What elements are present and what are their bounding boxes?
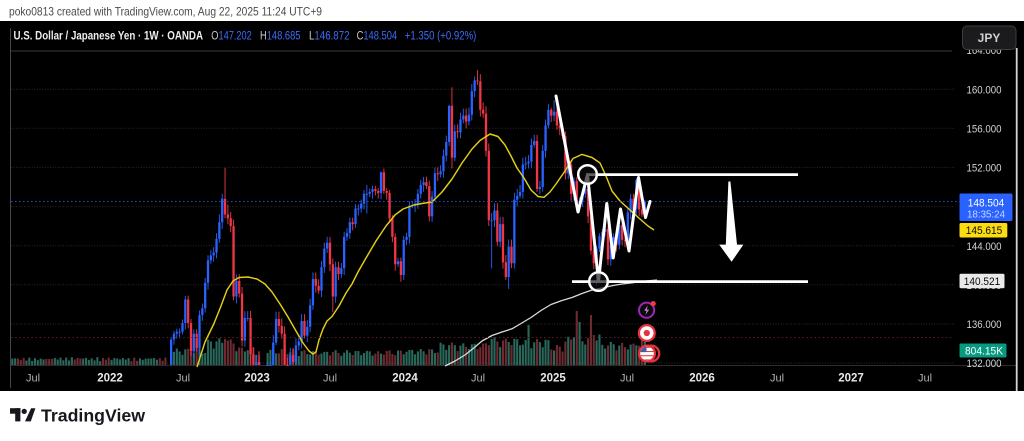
svg-text:156.000: 156.000	[967, 123, 1002, 135]
svg-text:O147.202: O147.202	[211, 31, 251, 43]
svg-text:2022: 2022	[97, 373, 123, 385]
svg-text:Jul: Jul	[918, 373, 932, 385]
svg-text:18:35:24: 18:35:24	[967, 209, 1005, 221]
svg-text:2023: 2023	[244, 373, 270, 385]
svg-text:160.000: 160.000	[967, 84, 1002, 96]
svg-text:H148.685: H148.685	[260, 31, 301, 43]
svg-text:136.000: 136.000	[967, 319, 1002, 331]
svg-text:poko0813 created with TradingV: poko0813 created with TradingView.com, A…	[9, 5, 322, 19]
svg-text:Jul: Jul	[770, 373, 784, 385]
svg-text:148.504: 148.504	[968, 197, 1005, 209]
svg-text:Jul: Jul	[471, 373, 485, 385]
svg-text:TradingView: TradingView	[41, 405, 145, 425]
svg-text:L146.872: L146.872	[309, 31, 350, 43]
svg-text:132.000: 132.000	[967, 358, 1002, 370]
svg-text:JPY: JPY	[978, 31, 1001, 45]
svg-text:152.000: 152.000	[967, 163, 1002, 175]
svg-text:2025: 2025	[540, 373, 566, 385]
svg-text:U.S. Dollar / Japanese Yen · 1: U.S. Dollar / Japanese Yen · 1W · OANDA	[14, 31, 204, 43]
svg-text:145.615: 145.615	[966, 225, 1003, 237]
svg-text:C148.504: C148.504	[357, 31, 398, 43]
svg-text:2026: 2026	[689, 373, 715, 385]
svg-text:Jul: Jul	[176, 373, 190, 385]
svg-text:Jul: Jul	[620, 373, 634, 385]
svg-text:804.15K: 804.15K	[965, 345, 1004, 357]
svg-text:2027: 2027	[838, 373, 864, 385]
svg-text:Jul: Jul	[323, 373, 337, 385]
svg-text:140.521: 140.521	[964, 276, 1001, 288]
svg-text:+1.350 (+0.92%): +1.350 (+0.92%)	[405, 31, 477, 43]
svg-text:2024: 2024	[392, 373, 418, 385]
svg-text:Jul: Jul	[26, 373, 40, 385]
svg-text:144.000: 144.000	[967, 241, 1002, 253]
